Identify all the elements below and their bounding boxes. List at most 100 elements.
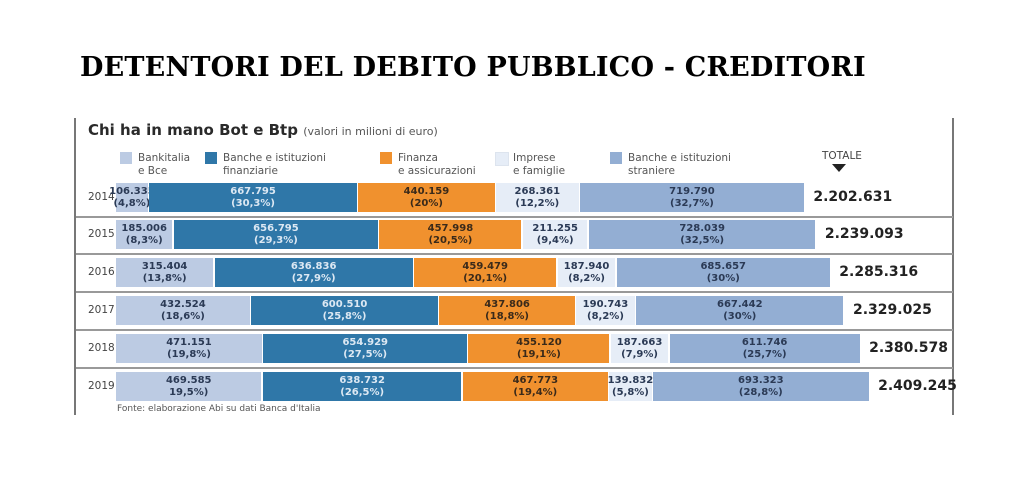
value-label: 467.773: [512, 374, 559, 386]
bar-segment: 469.585 19,5%): [116, 372, 262, 401]
percent-label: (8,2%): [587, 310, 624, 322]
chart-title-text: Chi ha in mano Bot e Btp: [88, 121, 298, 139]
value-label: 600.510: [321, 298, 368, 310]
percent-label: (27,5%): [343, 348, 388, 360]
bar-segment: 315.404 (13,8%): [116, 258, 214, 287]
value-label: 719.790: [669, 185, 715, 197]
value-label: 455.120: [516, 336, 562, 348]
bar-segment: 187.663 (7,9%): [610, 334, 669, 363]
value-label: 187.663: [616, 336, 663, 348]
value-label: 469.585: [165, 374, 212, 386]
percent-label: (8,3%): [125, 234, 163, 246]
value-label: 656.795: [253, 222, 299, 234]
total-value: 2.202.631: [813, 189, 893, 205]
bar-segment: 190.743 (8,2%): [576, 296, 635, 325]
value-label: 693.323: [738, 374, 784, 386]
value-label: 728.039: [679, 222, 725, 234]
bar-segment: 106.335 (4,8%): [109, 183, 155, 212]
value-label: 611.746: [741, 336, 788, 348]
value-label: 315.404: [141, 260, 188, 272]
legend-swatch: [610, 152, 622, 164]
percent-label: (13,8%): [142, 272, 187, 284]
total-value: 2.239.093: [824, 226, 904, 242]
bar-segment: 471.151 (19,8%): [116, 334, 262, 363]
value-label: 457.998: [427, 222, 474, 234]
legend-swatch: [120, 152, 132, 164]
row-divider: [76, 367, 953, 369]
legend-label: Imprese e famiglie: [513, 152, 566, 177]
row-divider: [76, 291, 953, 293]
percent-label: (9,4%): [536, 234, 574, 246]
percent-label: (32,7%): [670, 197, 714, 209]
bar-segment: 139.832 (5,8%): [608, 372, 653, 401]
percent-label: (5,8%): [612, 386, 649, 398]
value-label: 268.361: [514, 185, 561, 197]
value-label: 187.940: [563, 260, 610, 272]
value-label: 185.006: [121, 222, 167, 234]
percent-label: (25,8%): [322, 310, 367, 322]
legend-swatch: [205, 152, 217, 164]
value-label: 440.159: [403, 185, 450, 197]
year-label: 2016: [88, 266, 115, 278]
percent-label: (20,1%): [463, 272, 508, 284]
source-note: Fonte: elaborazione Abi su dati Banca d'…: [117, 404, 321, 414]
percent-label: (20,5%): [428, 234, 473, 246]
value-label: 106.335: [109, 185, 155, 197]
bar-segment: 467.773 (19,4%): [462, 372, 608, 401]
bar-segment: 440.159 (20%): [358, 183, 495, 212]
value-label: 685.657: [700, 260, 747, 272]
value-label: 471.151: [166, 336, 212, 348]
percent-label: (18,8%): [485, 310, 530, 322]
percent-label: (28,8%): [738, 386, 783, 398]
triangle-down-icon: [832, 164, 846, 172]
percent-label: (30%): [723, 310, 757, 322]
bar-segment: 685.657 (30%): [616, 258, 830, 287]
bar-segment: 432.524 (18,6%): [116, 296, 250, 325]
row-divider: [76, 216, 953, 218]
bar-segment: 459.479 (20,1%): [414, 258, 557, 287]
chart-right-border: [952, 118, 954, 415]
legend-swatch: [380, 152, 392, 164]
bar-segment: 211.255 (9,4%): [522, 220, 588, 249]
value-label: 654.929: [342, 336, 388, 348]
percent-label: (18,6%): [161, 310, 205, 322]
percent-label: (25,7%): [742, 348, 787, 360]
total-value: 2.285.316: [839, 264, 919, 280]
percent-label: (20%): [409, 197, 443, 209]
value-label: 638.732: [339, 374, 385, 386]
percent-label: (7,9%): [621, 348, 658, 360]
bar-segment: 728.039 (32,5%): [588, 220, 816, 249]
legend-label: Finanza e assicurazioni: [398, 152, 476, 177]
page-title: DETENTORI DEL DEBITO PUBBLICO - CREDITOR…: [80, 52, 866, 83]
percent-label: 19,5%): [169, 386, 209, 398]
bar-segment: 656.795 (29,3%): [173, 220, 378, 249]
bar-segment: 654.929 (27,5%): [263, 334, 467, 363]
value-label: 190.743: [582, 298, 629, 310]
value-label: 636.836: [290, 260, 337, 272]
legend-label: Banche e istituzioni straniere: [628, 152, 731, 177]
bar-segment: 636.836 (27,9%): [214, 258, 413, 287]
total-value: 2.329.025: [852, 302, 932, 318]
bar-segment: 693.323 (28,8%): [653, 372, 869, 401]
bar-segment: 185.006 (8,3%): [116, 220, 173, 249]
legend-swatch: [495, 152, 509, 166]
percent-label: (12,2%): [515, 197, 560, 209]
bar-segment: 187.940 (8,2%): [557, 258, 616, 287]
percent-label: (30%): [706, 272, 740, 284]
percent-label: (19,4%): [513, 386, 558, 398]
year-label: 2014: [88, 191, 115, 203]
row-divider: [76, 329, 953, 331]
bar-segment: 638.732 (26,5%): [262, 372, 462, 401]
percent-label: (19,1%): [517, 348, 561, 360]
chart-left-border: [74, 118, 76, 415]
bar-segment: 719.790 (32,7%): [580, 183, 804, 212]
year-label: 2018: [88, 342, 115, 354]
value-label: 667.795: [230, 185, 276, 197]
total-header: TOTALE: [822, 150, 862, 162]
value-label: 437.806: [484, 298, 530, 310]
row-divider: [76, 253, 953, 255]
percent-label: (8,2%): [568, 272, 605, 284]
chart-title: Chi ha in mano Bot e Btp (valori in mili…: [88, 121, 438, 139]
percent-label: (19,8%): [167, 348, 211, 360]
